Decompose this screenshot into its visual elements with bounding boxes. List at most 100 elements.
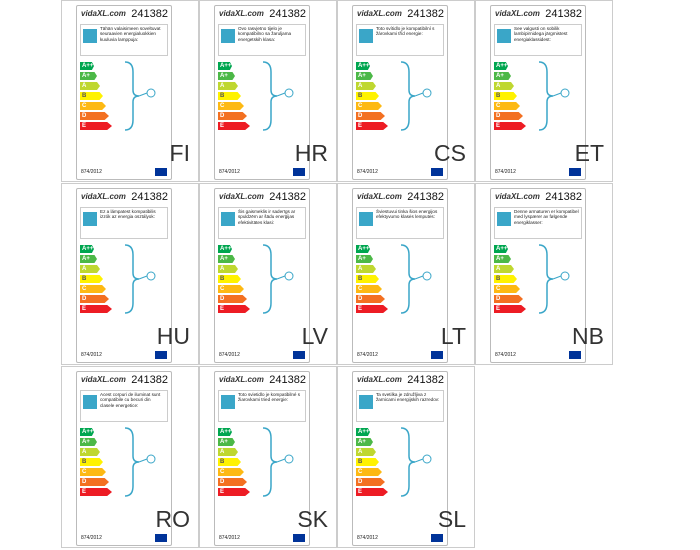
energy-class: E [80,122,112,130]
description: Šviestuvui tinka šios energijos efektyvu… [376,209,438,220]
brand-logo: vidaXL.com [495,192,540,201]
energy-class: D [80,478,109,486]
energy-class: C [494,285,520,293]
energy-label: vidaXL.com 241382 Ovo rasvjetno tijelo je … [214,5,310,180]
product-number: 241382 [407,374,444,386]
energy-class: A [356,448,376,456]
energy-class: A [218,448,238,456]
label-cell: vidaXL.com 241382 Ta svetilka je združljiv… [337,366,475,548]
product-number: 241382 [407,191,444,203]
language-code: LV [301,323,328,349]
energy-class: A [494,82,514,90]
energy-class: A++ [356,245,370,253]
language-code: RO [155,506,191,532]
regulation: 874/2012 [357,169,378,175]
regulation: 874/2012 [495,352,516,358]
bracket-lamp [124,427,156,497]
energy-class: B [80,275,103,283]
description-box: Acest corpuri de iluminat sunt compatibi… [80,390,168,422]
energy-class: E [218,122,250,130]
description: Ez a lámpatest kompatibilis izzók az ene… [100,209,156,220]
brand-logo: vidaXL.com [219,192,264,201]
regulation: 874/2012 [81,352,102,358]
description: Tähän valaisimeen soveltuvat seuraavien … [100,26,161,42]
energy-class: B [494,92,517,100]
eu-flag [155,168,167,176]
description-box: Denne armaturen er kompatibel med lyspær… [494,207,582,239]
label-cell: vidaXL.com 241382 Šviestuvui tinka šios en… [337,183,475,365]
energy-class: E [80,305,112,313]
brand-logo: vidaXL.com [219,9,264,18]
energy-class: B [218,458,241,466]
energy-class: B [218,275,241,283]
description-box: Ovo rasvjetno tijelo je kompatibilno sa … [218,24,306,56]
energy-class: A+ [218,255,235,263]
energy-class: C [218,285,244,293]
energy-class: A++ [356,62,370,70]
energy-class: A++ [80,62,94,70]
lamp-icon [221,395,235,409]
bracket-lamp [262,61,294,131]
brand-logo: vidaXL.com [219,375,264,384]
lamp-icon [359,29,373,43]
energy-class: A+ [218,438,235,446]
language-code: CS [434,140,466,166]
energy-label: vidaXL.com 241382 Acest corpuri de ilumina… [76,371,172,546]
regulation: 874/2012 [81,169,102,175]
language-code: NB [572,323,604,349]
energy-class: C [356,102,382,110]
description-box: Šviestuvui tinka šios energijos efektyvu… [356,207,444,239]
energy-class: E [356,488,388,496]
energy-class: E [218,488,250,496]
energy-class: C [80,468,106,476]
product-number: 241382 [131,374,168,386]
description: See valgusti on sobilik lambipirnidega j… [514,26,568,42]
product-number: 241382 [269,8,306,20]
lamp-icon [221,212,235,226]
energy-class: A+ [494,255,511,263]
energy-label: vidaXL.com 241382 Šviestuvui tinka šios en… [352,188,448,363]
description: Ovo rasvjetno tijelo je kompatibilno sa … [238,26,292,42]
energy-class: A+ [80,255,97,263]
product-number: 241382 [131,191,168,203]
description-box: Toto svítidlo je kompatibilní s žárovkam… [356,24,444,56]
energy-class: A [356,265,376,273]
bracket-lamp [124,244,156,314]
energy-class: B [494,275,517,283]
energy-label: vidaXL.com 241382 Toto svietidlo je kompat… [214,371,310,546]
energy-class: A++ [218,245,232,253]
energy-label: vidaXL.com 241382 Denne armaturen er kompa… [490,188,586,363]
label-cell: vidaXL.com 241382 Šis gaismeklis ir saderī… [199,183,337,365]
label-cell: vidaXL.com 241382 Ovo rasvjetno tijelo je … [199,0,337,182]
energy-class: B [80,458,103,466]
lamp-icon [83,395,97,409]
brand-logo: vidaXL.com [357,375,402,384]
energy-class: A [80,265,100,273]
lamp-icon [497,212,511,226]
bracket-lamp [262,244,294,314]
energy-label: vidaXL.com 241382 Ez a lámpatest kompatibi… [76,188,172,363]
product-number: 241382 [407,8,444,20]
brand-logo: vidaXL.com [81,192,126,201]
lamp-icon [83,29,97,43]
language-code: ET [574,140,604,166]
energy-class: B [356,92,379,100]
lamp-icon [221,29,235,43]
lamp-icon [497,29,511,43]
energy-class: A++ [218,62,232,70]
label-cell: vidaXL.com 241382 Ez a lámpatest kompatibi… [61,183,199,365]
energy-class: A++ [356,428,370,436]
description-box: Toto svietidlo je kompatibilné s žiarovk… [218,390,306,422]
bracket-lamp [400,244,432,314]
energy-class: C [494,102,520,110]
language-code: SL [437,506,466,532]
label-cell: vidaXL.com 241382 Toto svietidlo je kompat… [199,366,337,548]
brand-logo: vidaXL.com [357,9,402,18]
label-cell: vidaXL.com 241382 See valgusti on sobilik … [475,0,613,182]
bracket-lamp [538,244,570,314]
energy-label: vidaXL.com 241382 Toto svítidlo je kompati… [352,5,448,180]
energy-class: B [356,458,379,466]
description-box: Ta svetilka je združljiva z žarnicami en… [356,390,444,422]
energy-class: A+ [80,438,97,446]
